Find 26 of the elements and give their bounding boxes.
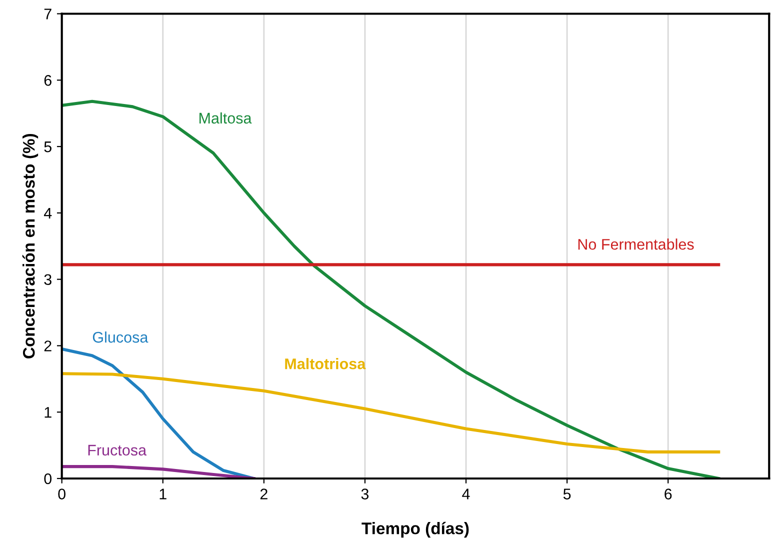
x-tick-label: 3 <box>361 488 369 500</box>
line-series <box>62 465 256 478</box>
line-series <box>62 348 256 478</box>
y-tick-label: 2 <box>44 340 52 352</box>
y-tick-label: 7 <box>44 8 52 20</box>
x-tick-label: 2 <box>260 488 268 500</box>
y-tick-label: 6 <box>44 75 52 86</box>
line-series <box>62 372 720 454</box>
series-label: Maltosa <box>200 112 252 124</box>
y-tick-label: 5 <box>44 142 52 152</box>
x-tick-label: 5 <box>563 488 571 500</box>
series-label: Maltotriosa <box>285 358 366 370</box>
y-tick-label: 4 <box>44 208 52 218</box>
x-axis-title: Tiempo (días) <box>362 522 469 538</box>
series-label: No Fermentables <box>578 238 694 250</box>
series-label: Glucosa <box>92 331 148 343</box>
line-series <box>62 100 720 478</box>
y-tick-label: 3 <box>44 274 52 286</box>
series-label: Fructosa <box>88 444 147 456</box>
x-tick-label: 4 <box>462 488 470 500</box>
y-axis-title: Concentración en mosto (%) <box>22 134 38 358</box>
y-tick-label: 1 <box>44 407 52 418</box>
x-tick-label: 0 <box>58 488 66 500</box>
x-tick-label: 1 <box>160 488 166 500</box>
y-tick-label: 0 <box>44 473 52 484</box>
x-tick-label: 6 <box>664 488 672 500</box>
